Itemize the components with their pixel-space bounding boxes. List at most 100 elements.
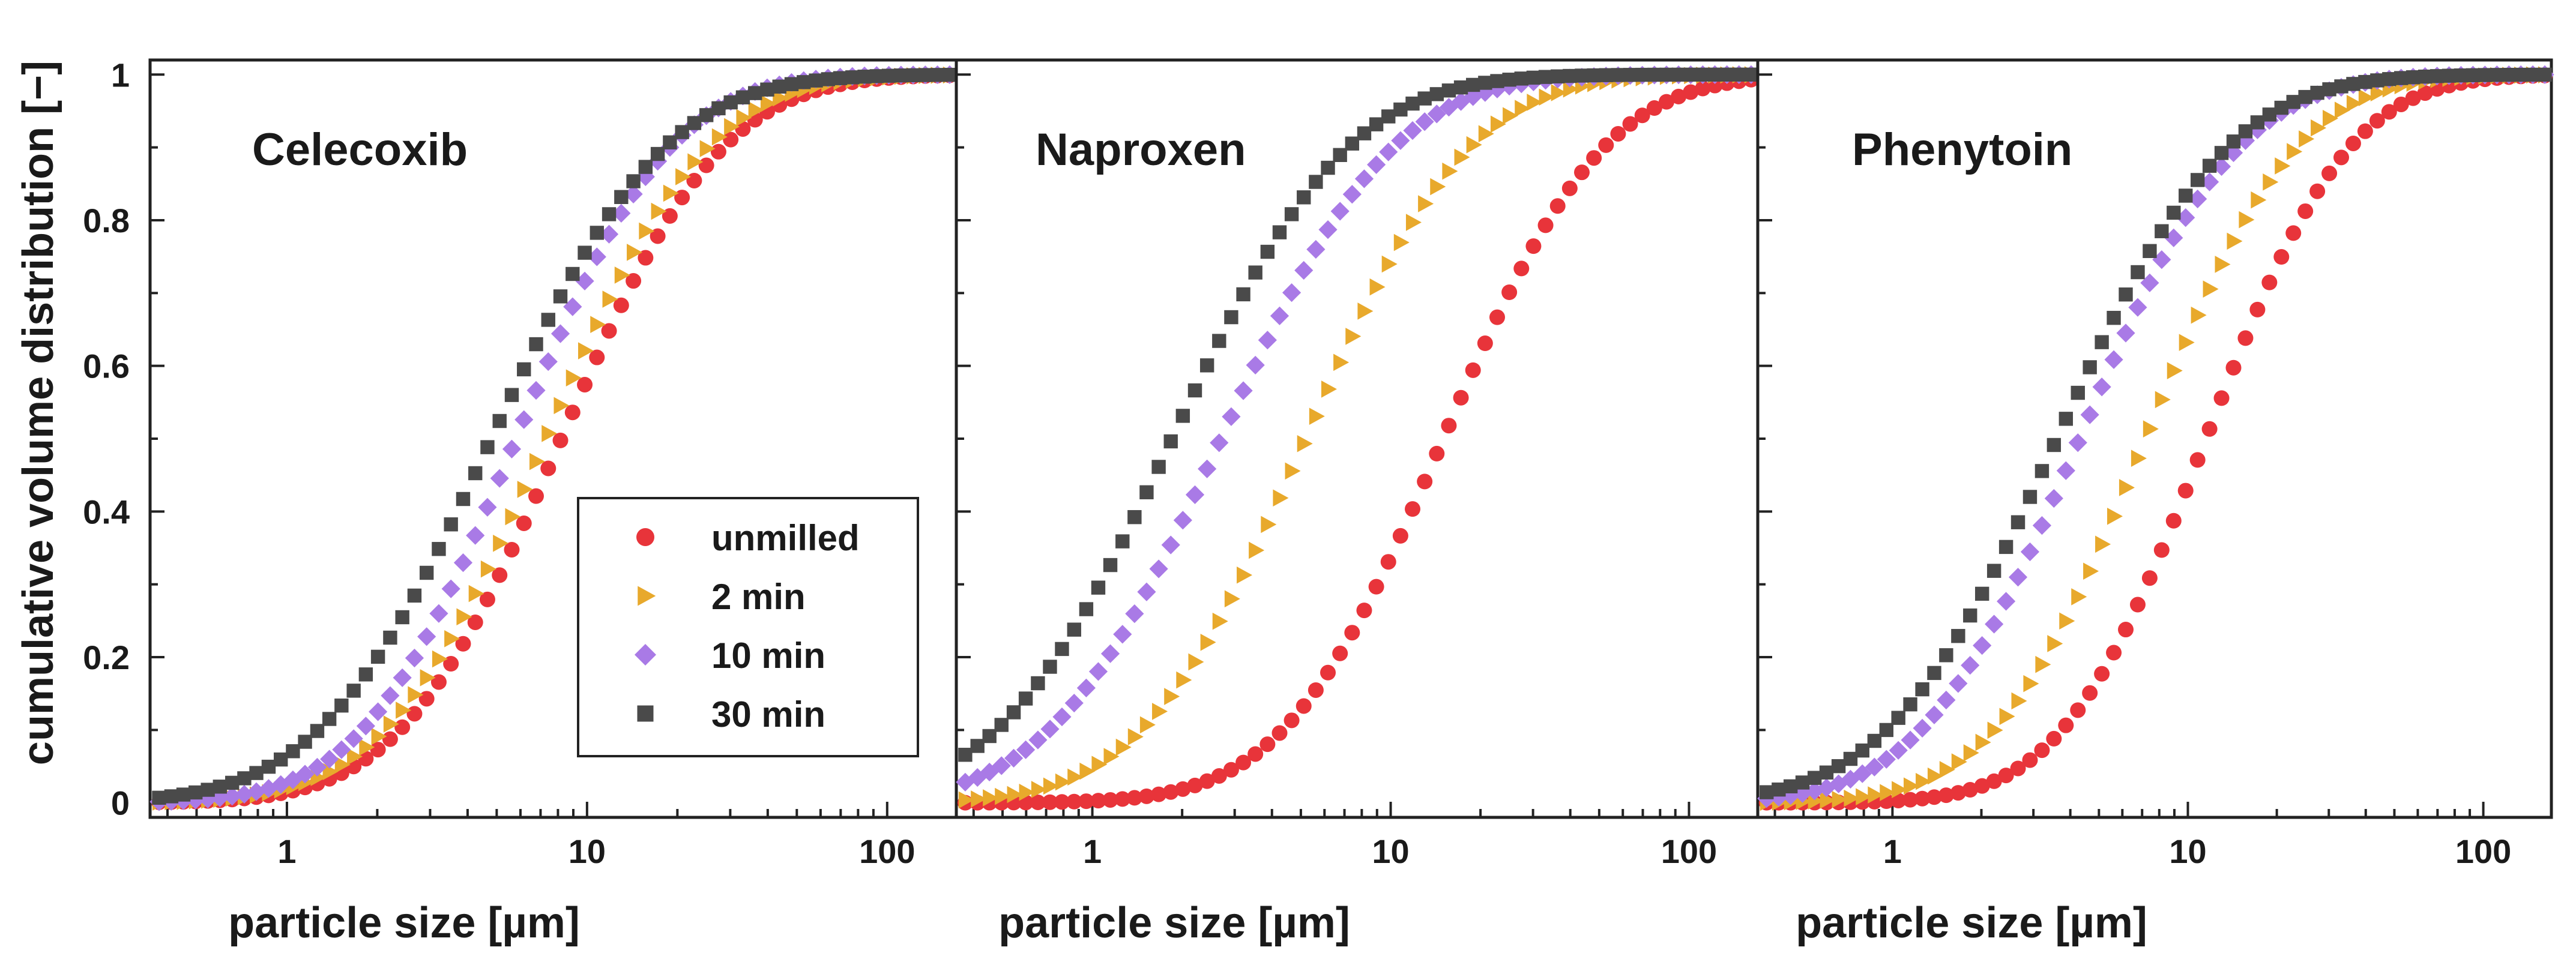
data-point [2023,675,2039,693]
x-tick-label: 100 [859,832,915,870]
y-tick-label: 1 [111,56,130,94]
series-30-min [152,67,957,805]
data-point [1561,180,1578,196]
data-point [1856,788,1872,806]
data-point [601,323,617,339]
data-point [1623,68,1638,82]
data-point [540,460,557,476]
data-point [359,738,375,756]
data-point [2406,70,2421,85]
data-point [2071,588,2087,606]
data-point [1950,785,1966,801]
plot-layer: 1 10 100 0 0.2 0.4 0.6 0.8 1 Celecoxib 1 10 100 Napro… [83,56,2554,870]
data-point [1161,535,1180,555]
data-point [407,588,422,603]
data-point [235,784,254,804]
data-point [2526,67,2540,82]
data-point [1503,107,1519,125]
data-point [1490,74,1504,88]
data-point [1695,80,1711,97]
data-point [1019,783,1035,801]
data-point [1865,757,1884,777]
data-point [710,143,726,160]
data-point [514,410,534,429]
data-point [748,101,764,119]
data-point [444,517,458,532]
data-point [322,763,339,781]
data-point [2225,359,2242,376]
data-point [1040,720,1060,739]
data-point [1115,534,1130,549]
data-point [699,140,716,157]
panel-celecoxib: 1 10 100 0 0.2 0.4 0.6 0.8 1 Celecoxib [83,56,959,870]
data-point [2034,742,2050,759]
data-point [1951,753,1967,771]
data-point [983,789,999,807]
legend-label: 10 min [711,636,825,676]
data-point [1175,781,1191,797]
data-point [2131,265,2145,280]
data-point [1904,777,1920,795]
data-point [529,337,543,352]
data-point [344,729,363,748]
data-point [1055,642,1069,657]
data-point [2405,90,2421,106]
data-point [1877,750,1896,769]
data-point [1963,608,1977,623]
data-point [2095,335,2109,349]
data-point [479,591,495,607]
y-axis-title: cumulative volume distribution [−] [14,61,62,765]
data-point [2249,301,2266,317]
data-point [1043,777,1059,795]
data-point [2118,622,2134,638]
data-point [1115,738,1132,756]
data-point [1635,67,1650,82]
data-point [1527,94,1543,111]
data-point [686,172,702,188]
data-point [1067,768,1084,786]
data-point [1164,688,1180,705]
legend-entry: 10 min [635,636,825,676]
data-point [480,560,496,578]
data-point [1043,660,1057,674]
data-point [1974,586,1989,601]
data-point [2176,208,2195,227]
data-point [1200,633,1216,651]
data-point [736,109,752,127]
data-point [1915,682,1929,697]
series-30-min [1760,67,2552,799]
data-point [1368,579,1384,595]
data-point [2128,298,2147,317]
data-point [1103,748,1120,765]
data-point [2346,94,2362,112]
data-point [1273,489,1289,507]
legend-entry: unmilled [636,518,860,558]
legend-entry: 30 min [637,694,825,735]
data-point [1100,644,1120,663]
data-point [2092,377,2111,397]
data-point [566,369,582,386]
data-point [429,604,448,623]
data-point [698,157,714,173]
data-point [2165,513,2182,529]
data-point [2177,482,2194,499]
data-point [2011,692,2027,710]
data-point [1078,793,1094,810]
data-point [1951,629,1965,643]
data-point [1949,674,1968,693]
data-point [651,202,667,220]
data-point [2321,165,2338,181]
data-point [626,174,641,188]
data-point [1091,756,1108,774]
y-tick-label: 0.6 [83,347,130,385]
data-point [1891,711,1905,725]
data-point [346,684,361,698]
data-point [1975,733,1991,751]
data-point [1016,740,1036,759]
data-point [1501,284,1518,300]
data-point [2059,612,2075,630]
data-point [2322,82,2336,97]
data-point [980,762,999,782]
data-point [1683,84,1699,100]
data-point [490,469,509,488]
